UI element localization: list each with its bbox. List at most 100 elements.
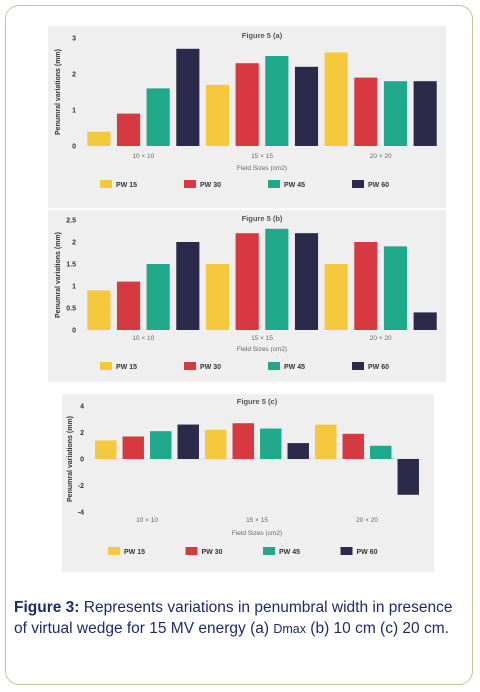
bar-pw15-3 (324, 52, 348, 146)
legend-swatch-pw30 (184, 362, 196, 370)
y-tick-label: 1 (72, 284, 76, 291)
y-tick-label: 2 (72, 72, 76, 79)
y-tick-label: 3 (72, 36, 76, 43)
chart-title: Figure 5 (a) (242, 31, 283, 40)
legend-swatch-pw15 (100, 180, 112, 188)
bar-pw45-3 (370, 445, 392, 459)
bar-pw30-3 (354, 242, 378, 330)
bar-pw15-1 (87, 131, 111, 146)
bar-pw45-2 (265, 56, 289, 146)
bar-pw60-2 (294, 233, 319, 330)
legend-swatch-pw60 (352, 362, 364, 370)
bar-pw45-2 (260, 428, 282, 459)
y-tick-label: 0.5 (66, 306, 76, 313)
bar-pw30-1 (116, 113, 141, 146)
bar-pw30-2 (235, 63, 259, 147)
bar-pw15-2 (205, 429, 227, 459)
y-tick-label: 0 (72, 328, 76, 335)
chart-panel-b: Figure 5 (b) Penumral variations (mm) 0 0.5… (48, 210, 446, 382)
x-tick-label: 10 × 10 (136, 517, 158, 524)
y-tick-label: 0 (72, 144, 76, 151)
bar-pw45-3 (383, 81, 408, 146)
bar-pw45-1 (146, 264, 170, 330)
bar-pw15-3 (315, 424, 337, 459)
bar-pw15-2 (205, 84, 230, 146)
bar-pw30-3 (354, 77, 378, 146)
legend-swatch-pw15 (100, 362, 112, 370)
bar-pw15-1 (87, 290, 111, 330)
x-tick-label: 20 × 20 (370, 153, 392, 160)
legend-label: PW 15 (116, 364, 137, 371)
legend-label: PW 60 (368, 364, 389, 371)
x-tick-label: 15 × 15 (251, 335, 273, 342)
bar-pw60-3 (413, 312, 437, 330)
chart-title: Figure 5 (c) (237, 397, 278, 406)
bar-pw60-2 (294, 66, 319, 146)
legend-swatch-pw60 (340, 547, 353, 555)
bar-pw45-1 (146, 88, 170, 146)
bar-pw30-1 (116, 281, 141, 330)
legend-label: PW 30 (200, 182, 221, 189)
legend-label: PW 45 (284, 364, 305, 371)
legend-label: PW 30 (200, 364, 221, 371)
x-tick-label: 20 × 20 (370, 335, 392, 342)
bar-pw45-2 (265, 228, 289, 330)
legend-label: PW 15 (116, 182, 137, 189)
x-tick-label: 15 × 15 (251, 153, 273, 160)
x-axis-label: Field Sizes (cm2) (237, 165, 287, 172)
y-tick-label: 4 (80, 404, 84, 411)
legend-swatch-pw60 (352, 180, 364, 188)
chart-title: Figure 5 (b) (242, 214, 283, 223)
bar-pw30-3 (342, 433, 364, 459)
legend-swatch-pw15 (108, 547, 120, 555)
chart-panel-a: Figure 5 (a) Penumral variations (mm) 0 1 2 3… (48, 26, 446, 208)
x-tick-label: 10 × 10 (132, 335, 154, 342)
x-axis-label: Field Sizes (cm2) (237, 346, 287, 353)
caption-dmax: Dmax (273, 622, 306, 636)
legend-label: PW 30 (202, 549, 223, 556)
legend-label: PW 60 (368, 182, 389, 189)
bar-pw60-2 (287, 443, 309, 459)
caption-label: Figure 3: (14, 599, 80, 616)
bar-pw60-3 (397, 459, 419, 495)
legend-swatch-pw30 (184, 180, 196, 188)
y-tick-label: 1 (72, 108, 76, 115)
legend-swatch-pw45 (268, 180, 280, 188)
bar-pw45-3 (383, 246, 408, 330)
chart-c: Figure 5 (c) Penumral variations (mm) -4 -2… (67, 397, 422, 556)
x-tick-label: 15 × 15 (246, 517, 268, 524)
legend-label: PW 60 (357, 549, 378, 556)
y-tick-label: 0 (80, 457, 84, 464)
y-axis-label: Penumral variations (mm) (55, 232, 62, 318)
y-axis-label: Penumral variations (mm) (55, 49, 62, 135)
chart-panel-c: Figure 5 (c) Penumral variations (mm) -4 -2… (62, 394, 434, 572)
y-tick-label: 2 (80, 430, 84, 437)
x-tick-label: 10 × 10 (132, 153, 154, 160)
chart-b: Figure 5 (b) Penumral variations (mm) 0 0.5… (55, 214, 437, 371)
bar-pw60-1 (176, 48, 200, 146)
caption-text-after: (b) 10 cm (c) 20 cm. (305, 620, 449, 637)
legend-swatch-pw30 (185, 547, 198, 555)
y-axis-label: Penumral variations (mm) (67, 416, 74, 502)
bar-pw15-1 (95, 440, 117, 459)
caption-text-before: Represents variations in penumbral width… (14, 599, 453, 637)
y-tick-label: 1.5 (66, 262, 76, 269)
legend-swatch-pw45 (263, 547, 275, 555)
bar-pw60-1 (177, 424, 199, 459)
y-tick-label: 2 (72, 240, 76, 247)
legend-label: PW 15 (124, 549, 145, 556)
bar-pw30-1 (122, 436, 144, 459)
bar-pw30-2 (235, 233, 259, 330)
figure-caption: Figure 3: Represents variations in penum… (14, 597, 464, 640)
bar-pw15-3 (324, 264, 348, 330)
legend-label: PW 45 (284, 182, 305, 189)
y-tick-label: 2.5 (66, 218, 76, 225)
bar-pw30-2 (232, 423, 254, 459)
legend-swatch-pw45 (268, 362, 280, 370)
bar-pw60-1 (176, 242, 200, 330)
y-tick-label: -2 (78, 483, 84, 490)
bar-pw60-3 (413, 81, 437, 146)
legend-label: PW 45 (279, 549, 300, 556)
chart-a: Figure 5 (a) Penumral variations (mm) 0 1 2 3… (55, 31, 437, 189)
x-axis-label: Field Sizes (cm2) (232, 530, 282, 537)
